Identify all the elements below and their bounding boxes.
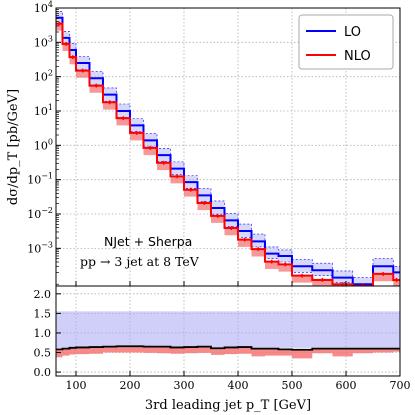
ratio-y-tick-label: 1.5 — [34, 307, 52, 320]
main-x-ticks — [75, 281, 401, 286]
data-point — [81, 69, 85, 73]
y-tick-label: 104 — [34, 0, 53, 15]
data-point — [135, 131, 139, 135]
x-axis-title: 3rd leading jet p_T [GeV] — [145, 398, 311, 413]
ratio-y-tick-label: 0.0 — [34, 366, 52, 379]
annotation-line1: NJet + Sherpa — [104, 234, 192, 249]
ratio-line-nlo — [56, 345, 400, 351]
annotation: NJet + Sherpa pp → 3 jet at 8 TeV — [80, 234, 200, 269]
ratio-panel: 0.0 0.5 1.0 1.5 2.0 100 200 300 400 500 600 700 — [34, 285, 411, 392]
data-point — [202, 201, 206, 205]
y-tick-label: 10−1 — [27, 172, 53, 187]
ratio-band-lo — [56, 311, 400, 348]
y-tick-label: 102 — [34, 69, 53, 84]
x-tick-label: 600 — [335, 379, 356, 392]
data-point — [270, 260, 274, 264]
data-point — [57, 22, 61, 26]
ratio-panel-border — [55, 285, 401, 377]
data-point — [395, 278, 399, 282]
ratio-bands — [56, 311, 400, 359]
data-point — [148, 146, 152, 150]
legend: LO NLO — [298, 14, 394, 70]
main-y-ticks: 10−3 10−2 10−1 100 101 102 103 104 — [27, 0, 61, 287]
data-point — [229, 226, 233, 230]
data-point — [341, 282, 345, 286]
data-point — [320, 278, 324, 282]
x-tick-label: 400 — [227, 379, 248, 392]
data-point — [71, 55, 75, 59]
x-tick-label: 100 — [65, 379, 86, 392]
y-tick-label: 10−2 — [27, 206, 53, 221]
x-tick-label: 700 — [390, 379, 411, 392]
data-point — [189, 188, 193, 192]
y-axis-title: dσ/dp_T [pb/GeV] — [6, 89, 21, 205]
ratio-x-ticks: 100 200 300 400 500 600 700 — [65, 371, 411, 392]
ratio-y-tick-label: 0.5 — [34, 347, 52, 360]
data-point — [94, 84, 98, 87]
legend-lo-label: LO — [344, 25, 361, 40]
data-point — [243, 238, 247, 241]
data-point — [256, 247, 260, 251]
x-tick-label: 300 — [173, 379, 194, 392]
nlo-error-bars — [57, 21, 399, 288]
y-tick-label: 100 — [34, 137, 53, 152]
y-tick-label: 101 — [34, 103, 53, 118]
x-tick-label: 200 — [119, 379, 140, 392]
legend-nlo-label: NLO — [344, 49, 371, 64]
ratio-y-ticks: 0.0 0.5 1.0 1.5 2.0 — [34, 288, 61, 379]
data-point — [300, 274, 304, 278]
data-point — [64, 42, 68, 46]
data-point — [381, 272, 385, 276]
y-tick-label: 10−3 — [27, 240, 53, 255]
data-point — [283, 263, 287, 266]
ratio-y-tick-label: 2.0 — [34, 288, 52, 301]
band-nlo — [56, 23, 400, 286]
annotation-line2: pp → 3 jet at 8 TeV — [80, 254, 200, 269]
data-point — [162, 161, 166, 165]
x-tick-label: 500 — [281, 379, 302, 392]
data-point — [121, 116, 125, 120]
main-panel: 10−3 10−2 10−1 100 101 102 103 104 LO NLO NJet … — [27, 0, 401, 288]
line-lo — [56, 16, 400, 286]
data-point — [108, 100, 112, 104]
ratio-y-tick-label: 1.0 — [34, 327, 52, 340]
ratio-lines — [56, 345, 400, 351]
data-point — [175, 174, 179, 178]
y-tick-label: 103 — [34, 34, 53, 49]
data-point — [216, 214, 220, 218]
